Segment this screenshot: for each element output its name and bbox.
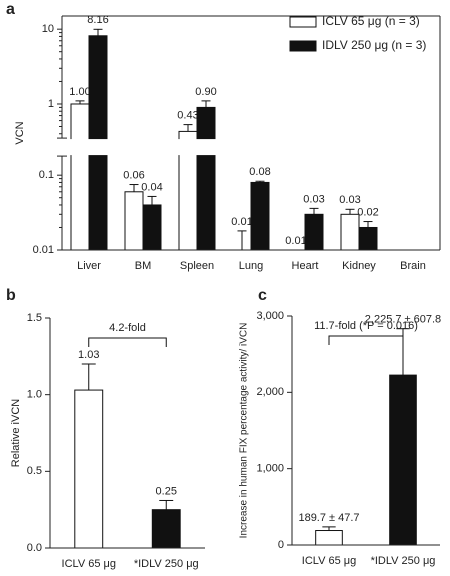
value-label: 0.01 xyxy=(231,216,252,228)
value-label: 1.03 xyxy=(78,349,99,361)
bar xyxy=(124,191,144,251)
value-label: 0.01 xyxy=(285,235,306,247)
bar xyxy=(315,530,343,546)
y-tick-label: 0.1 xyxy=(39,169,54,181)
x-tick-label: Kidney xyxy=(342,260,376,272)
bar xyxy=(196,106,216,251)
y-axis-label: VCN xyxy=(14,121,26,144)
annotation: 11.7-fold (*P = 0.016) xyxy=(314,320,418,332)
y-tick-label: 1.5 xyxy=(27,312,42,324)
value-label: 0.03 xyxy=(303,193,324,205)
annotation: 4.2-fold xyxy=(109,322,146,334)
x-tick-label: BM xyxy=(135,260,152,272)
y-axis-label: Increase in human FIX percentage activit… xyxy=(239,323,250,539)
value-label: 0.90 xyxy=(195,86,216,98)
value-label: 0.06 xyxy=(123,169,144,181)
x-tick-label: *IDLV 250 μg xyxy=(134,558,199,570)
value-label: 2,225.7 ± 607.8 xyxy=(365,314,441,326)
bar xyxy=(340,213,360,251)
panel-label: c xyxy=(258,287,267,304)
y-axis-label: Relative iVCN xyxy=(10,399,22,468)
y-tick-label: 1 xyxy=(48,98,54,110)
value-label: 0.04 xyxy=(141,181,162,193)
value-label: 8.16 xyxy=(87,14,108,26)
bar xyxy=(74,389,104,549)
x-tick-label: ICLV 65 μg xyxy=(62,558,116,570)
legend-swatch xyxy=(289,40,317,52)
x-tick-label: *IDLV 250 μg xyxy=(371,555,436,567)
value-label: 0.08 xyxy=(249,166,270,178)
legend-label: ICLV 65 μg (n = 3) xyxy=(322,14,420,28)
bar xyxy=(250,181,270,251)
y-tick-label: 1.0 xyxy=(27,389,42,401)
value-label: 0.02 xyxy=(357,206,378,218)
x-tick-label: ICLV 65 μg xyxy=(302,555,356,567)
y-tick-label: 0.01 xyxy=(33,244,54,256)
value-label: 0.03 xyxy=(339,194,360,206)
x-tick-label: Spleen xyxy=(180,260,214,272)
y-tick-label: 10 xyxy=(42,23,54,35)
value-label: 189.7 ± 47.7 xyxy=(298,512,359,524)
y-tick-label: 0.5 xyxy=(27,465,42,477)
x-tick-label: Lung xyxy=(239,260,263,272)
y-tick-label: 1,000 xyxy=(256,463,284,475)
x-tick-label: Liver xyxy=(77,260,101,272)
legend-label: IDLV 250 μg (n = 3) xyxy=(322,38,426,52)
bar xyxy=(389,374,417,546)
legend-swatch xyxy=(289,16,317,28)
y-tick-label: 0.0 xyxy=(27,542,42,554)
value-label: 0.43 xyxy=(177,110,198,122)
x-tick-label: Heart xyxy=(292,260,319,272)
bar xyxy=(358,226,378,251)
bar xyxy=(151,509,181,549)
value-label: 0.25 xyxy=(156,485,177,497)
panel-label: a xyxy=(6,1,15,18)
bar xyxy=(70,103,90,251)
y-tick-label: 0 xyxy=(278,539,284,551)
value-label: 1.00 xyxy=(69,86,90,98)
bar xyxy=(304,213,324,251)
bar xyxy=(142,204,162,251)
axis-break-gap xyxy=(56,139,446,156)
x-tick-label: Brain xyxy=(400,260,426,272)
annotation-bracket xyxy=(328,335,404,345)
annotation-bracket xyxy=(88,337,167,347)
panel-label: b xyxy=(6,287,16,304)
y-tick-label: 2,000 xyxy=(256,386,284,398)
y-tick-label: 3,000 xyxy=(256,310,284,322)
